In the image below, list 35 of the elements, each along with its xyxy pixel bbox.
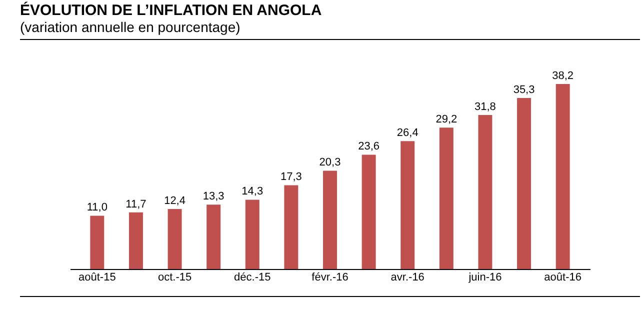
data-label: 17,3 xyxy=(280,171,302,184)
x-tick-label: août-16 xyxy=(544,272,582,284)
bar xyxy=(90,216,104,269)
data-label: 12,4 xyxy=(164,194,186,207)
chart-subtitle: (variation annuelle en pourcentage) xyxy=(20,19,242,35)
x-tick-label: août-15 xyxy=(78,272,116,284)
data-label: 35,3 xyxy=(513,84,535,96)
data-label: 11,0 xyxy=(86,202,108,214)
bar xyxy=(556,84,570,269)
x-tick-label: juin-16 xyxy=(468,272,502,284)
bar xyxy=(284,185,298,269)
bar xyxy=(128,212,143,269)
data-label: 23,6 xyxy=(358,140,380,153)
x-tick-label: avr.-16 xyxy=(390,272,424,284)
data-label: 38,2 xyxy=(552,70,574,82)
data-label: 13,3 xyxy=(202,190,224,203)
bar xyxy=(439,128,454,269)
bar xyxy=(245,200,260,269)
data-label: 20,3 xyxy=(319,156,341,169)
data-label: 29,2 xyxy=(436,114,458,126)
data-label: 14,3 xyxy=(242,186,264,198)
bar xyxy=(168,208,182,269)
bar xyxy=(206,204,221,269)
bar xyxy=(478,114,492,269)
x-tick-label: oct.-15 xyxy=(158,272,192,284)
x-tick-label: févr.-16 xyxy=(312,272,348,284)
data-label: 11,7 xyxy=(126,198,146,210)
bar xyxy=(323,170,337,269)
chart-title: ÉVOLUTION DE L’INFLATION EN ANGOLA xyxy=(20,2,323,19)
bar xyxy=(362,154,376,269)
x-tick-label: déc.-15 xyxy=(234,272,271,284)
bar xyxy=(400,141,415,269)
data-label: 26,4 xyxy=(396,127,418,140)
bar xyxy=(517,98,532,269)
data-label: 31,8 xyxy=(474,100,496,113)
